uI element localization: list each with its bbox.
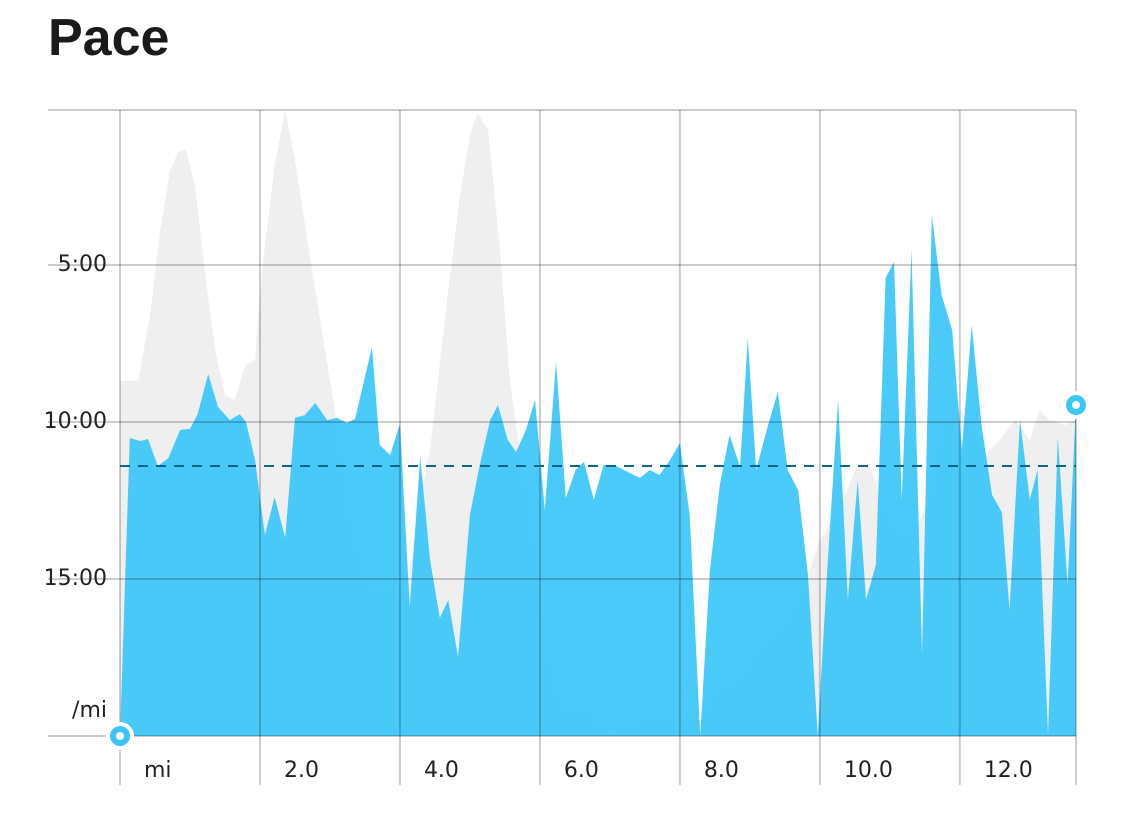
x-tick-label: 4.0 — [424, 758, 459, 783]
x-tick-label: 2.0 — [284, 758, 319, 783]
marker-dot — [116, 732, 124, 740]
chart-title: Pace — [48, 9, 169, 67]
x-tick-label: 6.0 — [564, 758, 599, 783]
x-tick-label: 8.0 — [704, 758, 739, 783]
pace-area — [120, 215, 1076, 737]
y-tick-label: /mi — [72, 698, 107, 723]
y-tick-label: 5:00 — [58, 252, 107, 277]
x-tick-label: 12.0 — [984, 758, 1033, 783]
endpoint-marker — [1062, 391, 1090, 420]
y-tick-label: 10:00 — [44, 409, 107, 434]
x-tick-label: mi — [144, 758, 172, 783]
y-tick-label: 15:00 — [44, 566, 107, 591]
endpoint-marker — [106, 722, 134, 750]
marker-dot — [1072, 401, 1080, 410]
x-tick-label: 10.0 — [844, 758, 893, 783]
